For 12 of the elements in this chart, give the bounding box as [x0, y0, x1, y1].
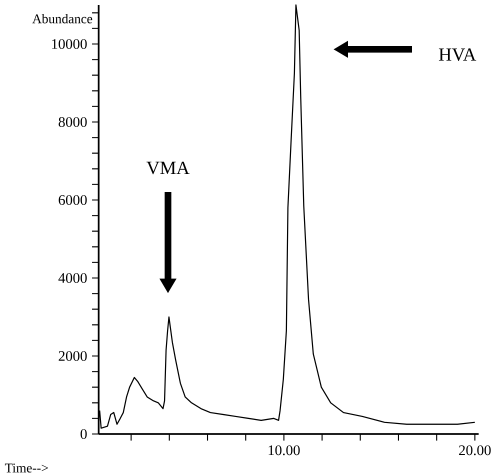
x-axis-title: Time-->	[4, 464, 48, 472]
x-tick-label: 10.00	[268, 445, 300, 456]
y-tick-label: 0	[80, 429, 87, 439]
y-axis-title: Abundance	[32, 14, 92, 24]
y-tick-label: 6000	[58, 195, 87, 205]
x-tick-label: 20.00	[459, 445, 491, 456]
y-tick-label: 4000	[58, 273, 87, 283]
annotation: VMA	[146, 162, 190, 174]
y-tick-label: 10000	[52, 39, 87, 49]
y-tick-label: 8000	[58, 117, 87, 127]
y-tick-label: 2000	[58, 351, 87, 361]
annotation: HVA	[438, 48, 476, 61]
